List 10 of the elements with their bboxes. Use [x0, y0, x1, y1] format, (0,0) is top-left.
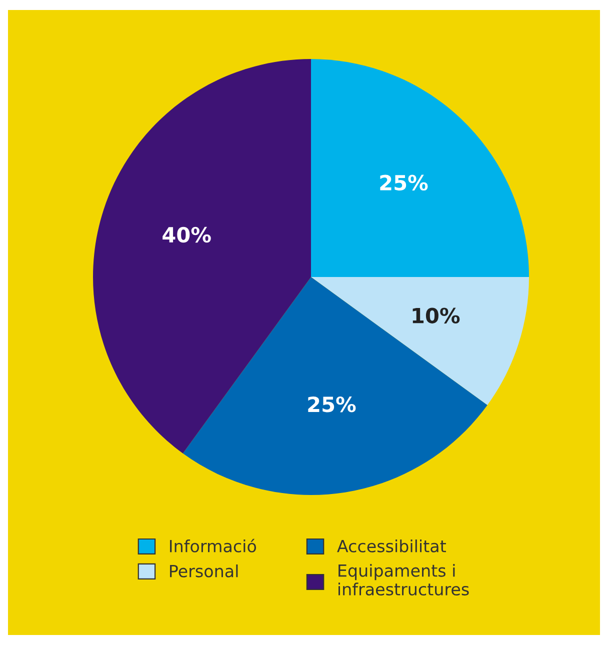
data-label: 25% — [380, 174, 428, 191]
pie-slice — [182, 277, 488, 495]
data-label: 25% — [308, 396, 356, 412]
data-label: 10% — [412, 308, 460, 324]
legend-label: Personal — [170, 564, 238, 578]
pie-slice — [311, 59, 529, 277]
legend-label: Equipaments i infraestructures — [338, 564, 469, 596]
legend-label: Informació — [170, 538, 256, 552]
data-label: 40% — [162, 226, 211, 243]
legend-label: Accessibilitat — [337, 540, 446, 552]
